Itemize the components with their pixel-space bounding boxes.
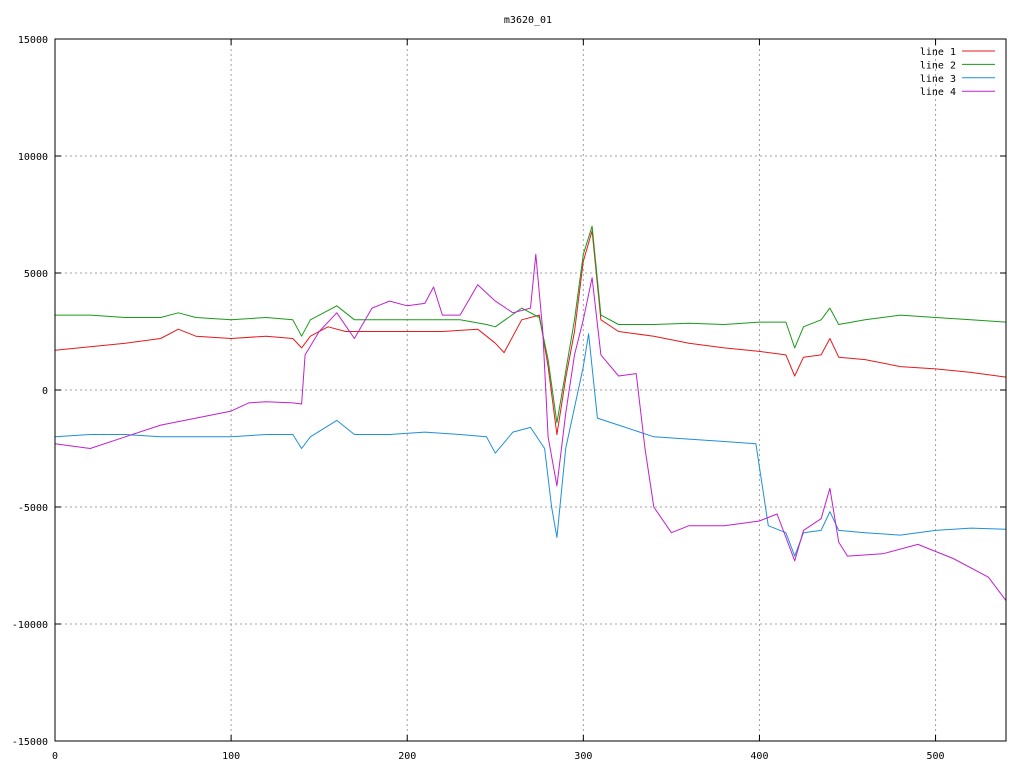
grid [55, 39, 1006, 741]
series-group [54, 225, 1007, 601]
series-line-2 [55, 225, 1007, 424]
y-tick-label: -15000 [12, 737, 48, 748]
y-tick-label: 10000 [18, 152, 48, 163]
x-tick-label: 0 [52, 751, 58, 762]
axis-ticks: 0 100 200 300 400 500 -15000 -10000 -5000 0 5000 10… [12, 35, 1006, 762]
series-line-3 [54, 333, 1007, 557]
y-tick-label: -5000 [18, 503, 48, 514]
x-tick-label: 400 [750, 751, 768, 762]
chart-title: m3620_01 [504, 15, 552, 26]
x-tick-label: 200 [398, 751, 416, 762]
legend-label: line 1 [920, 47, 956, 58]
series-line-4 [54, 253, 1007, 601]
series-line-1 [54, 230, 1007, 435]
y-tick-label: -10000 [12, 620, 48, 631]
y-tick-label: 5000 [24, 269, 48, 280]
y-tick-label: 15000 [18, 35, 48, 46]
legend-label: line 3 [920, 74, 956, 85]
x-tick-label: 300 [574, 751, 592, 762]
x-tick-label: 500 [927, 751, 945, 762]
y-tick-label: 0 [42, 386, 48, 397]
legend-label: line 4 [920, 87, 956, 98]
legend-label: line 2 [920, 60, 956, 71]
x-tick-label: 100 [222, 751, 240, 762]
legend: line 1 line 2 line 3 line 4 [920, 47, 995, 98]
